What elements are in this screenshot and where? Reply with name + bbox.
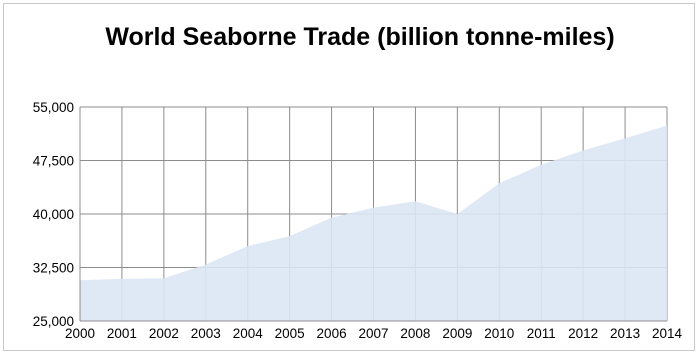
x-tick-label: 2000 (65, 326, 95, 341)
x-tick-label: 2009 (442, 326, 472, 341)
x-tick-label: 2012 (568, 326, 598, 341)
x-tick-label: 2004 (233, 326, 264, 341)
axes (79, 107, 667, 322)
area-fill (80, 125, 667, 321)
y-tick-label: 25,000 (33, 314, 74, 329)
y-tick-label: 55,000 (33, 100, 74, 115)
area-series (80, 125, 667, 321)
chart-title: World Seaborne Trade (billion tonne-mile… (105, 23, 615, 51)
x-tick-label: 2006 (317, 326, 347, 341)
x-tick-label: 2001 (107, 326, 137, 341)
x-tick-label: 2013 (610, 326, 640, 341)
y-tick-label: 32,500 (33, 261, 74, 276)
x-tick-label: 2008 (400, 326, 430, 341)
x-tick-label: 2007 (358, 326, 388, 341)
tick-labels: 25,000 32,500 40,000 47,500 55,000 2000 2001 20… (33, 100, 683, 341)
x-tick-label: 2002 (149, 326, 179, 341)
y-tick-label: 47,500 (33, 154, 74, 169)
x-tick-label: 2010 (484, 326, 514, 341)
y-tick-label: 40,000 (33, 207, 74, 222)
x-tick-label: 2014 (652, 326, 683, 341)
x-tick-label: 2011 (527, 326, 556, 341)
x-tick-label: 2005 (275, 326, 305, 341)
x-tick-label: 2003 (191, 326, 221, 341)
